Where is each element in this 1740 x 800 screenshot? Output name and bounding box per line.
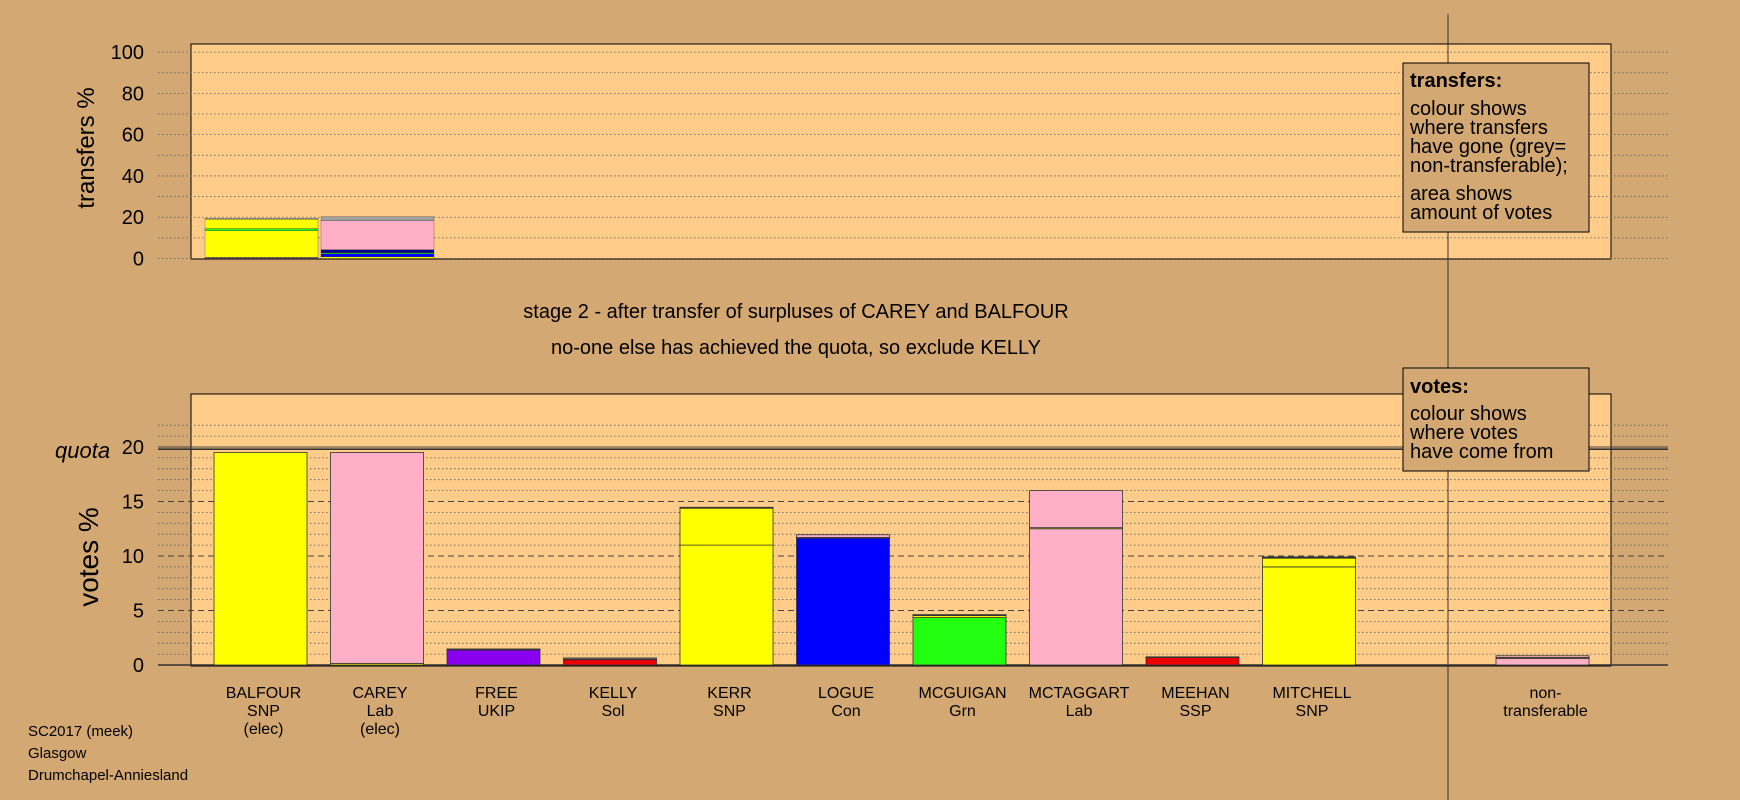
transfers-y-label: transfers % [73, 87, 100, 208]
transfer-segment [204, 218, 319, 220]
x-tick-label: KELLY [589, 685, 638, 702]
transfer-segment [320, 216, 435, 221]
quota-label: quota [55, 438, 110, 463]
transfers-legend-line: have gone (grey= [1410, 136, 1566, 158]
x-tick-label: SNP [1296, 703, 1329, 720]
vote-segment [330, 452, 424, 664]
vote-segment [679, 506, 774, 509]
transfer-segment [204, 230, 319, 258]
vote-segment [1029, 528, 1123, 666]
transfers-legend-line: amount of votes [1410, 202, 1552, 224]
vote-segment [1145, 656, 1240, 659]
transfers-legend-title: transfers: [1410, 70, 1502, 92]
votes-legend-box [1402, 367, 1590, 472]
vote-segment [563, 657, 657, 660]
x-tick-label: Con [831, 703, 860, 720]
transfers-legend-line: where transfers [1409, 117, 1548, 139]
transfer-segment [320, 249, 435, 253]
x-tick-label: non- [1529, 685, 1561, 702]
x-tick-label: Sol [601, 703, 624, 720]
votes-legend-line: have come from [1410, 441, 1553, 463]
x-tick-label: Lab [1066, 703, 1093, 720]
transfer-segment [320, 252, 435, 254]
x-tick-label: SNP [247, 703, 280, 720]
x-tick-label: transferable [1503, 703, 1588, 720]
x-tick-label: MEEHAN [1161, 685, 1229, 702]
x-tick-label: MCTAGGART [1029, 685, 1130, 702]
x-tick-label: LOGUE [818, 685, 874, 702]
y-tick-label: 20 [122, 437, 144, 459]
x-tick-label: (elec) [243, 721, 283, 738]
x-tick-label: Lab [367, 703, 394, 720]
y-tick-label: 80 [122, 83, 144, 105]
vote-segment [796, 537, 890, 666]
transfer-segment [320, 253, 435, 257]
y-tick-label: 15 [122, 492, 144, 514]
vote-segment [912, 614, 1007, 616]
y-tick-label: 40 [122, 166, 144, 188]
vote-segment [1262, 557, 1356, 568]
transfers-legend: transfers: colour shows where transfers … [1402, 62, 1590, 233]
x-tick-label: SSP [1179, 703, 1211, 720]
x-tick-label: (elec) [360, 721, 400, 738]
transfers-legend-line: colour shows [1410, 98, 1527, 120]
vote-segment [1145, 656, 1240, 666]
vote-segment [679, 544, 774, 666]
votes-legend-line: colour shows [1410, 403, 1527, 425]
y-tick-label: 0 [133, 655, 144, 677]
info-ward: Drumchapel-Anniesland [28, 767, 188, 784]
vote-segment [679, 507, 774, 546]
y-tick-label: 100 [111, 42, 144, 64]
transfers-chart: 0 20 40 60 80 100 transfers % [73, 42, 1668, 271]
x-tick-label: MITCHELL [1272, 685, 1351, 702]
votes-bars [213, 452, 1590, 666]
transfer-segment [320, 220, 435, 250]
transfers-legend-box [1402, 62, 1590, 233]
x-tick-label: UKIP [478, 703, 515, 720]
vote-segment [796, 534, 890, 538]
vote-segment [446, 648, 541, 651]
info-council: Glasgow [28, 745, 87, 762]
x-tick-label: MCGUIGAN [919, 685, 1007, 702]
vote-segment [1495, 658, 1590, 666]
vote-segment [213, 452, 308, 666]
votes-legend-title: votes: [1410, 376, 1469, 398]
stage-title: stage 2 - after transfer of surpluses of… [523, 301, 1068, 323]
vote-segment [912, 617, 1007, 666]
y-tick-label: 20 [122, 207, 144, 229]
x-tick-label: SNP [713, 703, 746, 720]
x-tick-label: CAREY [352, 685, 407, 702]
y-tick-label: 0 [133, 249, 144, 271]
transfer-segment [204, 228, 319, 231]
info-election: SC2017 (meek) [28, 723, 133, 740]
transfer-segment [204, 219, 319, 229]
x-tick-label: KERR [707, 685, 751, 702]
votes-x-labels: BALFOURSNP(elec)CAREYLab(elec)FREEUKIPKE… [226, 685, 1588, 738]
vote-segment [1495, 655, 1590, 658]
transfers-legend-line: area shows [1410, 183, 1512, 205]
transfers-legend-line: non-transferable); [1410, 155, 1568, 177]
transfer-segment [320, 256, 435, 259]
stage-subtitle: no-one else has achieved the quota, so e… [551, 337, 1041, 359]
vote-segment [563, 659, 657, 666]
votes-y-ticks: 0 5 10 15 20 [122, 437, 144, 677]
y-tick-label: 60 [122, 125, 144, 147]
votes-legend: votes: colour shows where votes have com… [1402, 367, 1590, 472]
vote-segment [1029, 490, 1123, 529]
x-tick-label: BALFOUR [226, 685, 302, 702]
y-tick-label: 10 [122, 546, 144, 568]
y-tick-label: 5 [133, 601, 144, 623]
transfers-bars [204, 216, 435, 259]
vote-segment [1262, 556, 1356, 559]
x-tick-label: FREE [475, 685, 518, 702]
x-tick-label: Grn [949, 703, 976, 720]
votes-y-label: votes % [73, 507, 104, 607]
vote-segment [1262, 566, 1356, 666]
transfers-y-ticks: 0 20 40 60 80 100 [111, 42, 144, 270]
votes-legend-line: where votes [1409, 422, 1518, 444]
vote-segment [446, 649, 541, 666]
votes-panel [190, 393, 1612, 667]
